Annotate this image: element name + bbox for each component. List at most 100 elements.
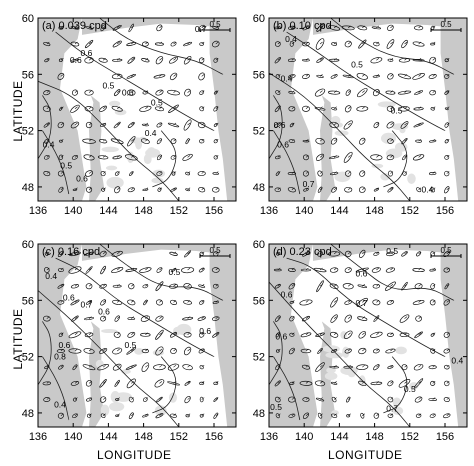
phase-tick [117, 283, 120, 287]
phase-tick [187, 364, 191, 368]
contour-line [383, 356, 408, 414]
phase-tick [291, 171, 295, 174]
tidal-ellipse [70, 380, 80, 386]
y-tick-label: 60 [253, 13, 265, 25]
tidal-ellipse [199, 42, 205, 46]
tidal-ellipse [167, 363, 180, 371]
phase-tick [305, 316, 309, 319]
phase-tick [305, 267, 309, 271]
phase-tick [102, 364, 106, 368]
phase-tick [446, 381, 450, 384]
phase-tick [390, 25, 394, 29]
tidal-ellipse [128, 23, 134, 33]
tidal-ellipse [100, 123, 107, 127]
phase-tick [277, 283, 281, 287]
phase-tick [319, 381, 323, 384]
tidal-ellipse [71, 315, 79, 322]
tidal-ellipse [274, 105, 281, 113]
tidal-ellipse [70, 104, 80, 113]
phase-tick [291, 25, 295, 29]
tidal-ellipse [128, 283, 135, 290]
phase-tick [88, 300, 92, 303]
tidal-ellipse [58, 186, 64, 193]
phase-tick [319, 155, 323, 158]
phase-tick [376, 267, 380, 271]
y-tick-label: 48 [22, 408, 34, 420]
tidal-ellipse [111, 250, 123, 257]
phase-tick [74, 57, 78, 61]
phase-tick [390, 381, 394, 384]
phase-tick [277, 251, 281, 255]
phase-tick [418, 57, 422, 61]
tidal-ellipse [331, 107, 338, 111]
phase-tick [74, 283, 78, 287]
contour-line [152, 130, 177, 188]
tidal-ellipse [156, 396, 163, 403]
phase-tick [432, 171, 436, 174]
phase-tick [446, 74, 450, 77]
phase-tick [201, 187, 205, 190]
phase-tick [305, 25, 309, 29]
tidal-ellipse [140, 332, 151, 337]
phase-tick [102, 381, 106, 384]
phase-tick [418, 332, 422, 336]
phase-tick [348, 155, 351, 158]
tidal-ellipse [317, 251, 323, 257]
phase-tick [187, 90, 191, 93]
tidal-ellipse [58, 26, 64, 30]
tidal-ellipse [43, 397, 51, 402]
contour-label: 0.4 [281, 73, 293, 83]
y-tick-label: 48 [253, 182, 265, 194]
phase-tick [333, 122, 337, 126]
phase-tick [74, 251, 78, 255]
tidal-ellipse [114, 186, 121, 194]
tidal-ellipse [112, 363, 122, 371]
tidal-ellipse [345, 89, 351, 96]
phase-tick [432, 106, 436, 110]
phase-tick [88, 155, 92, 158]
tidal-ellipse [212, 283, 219, 289]
phase-tick [291, 90, 295, 93]
contour-line [273, 356, 301, 421]
tidal-ellipse [356, 73, 368, 80]
tidal-ellipse [372, 75, 381, 78]
phase-tick [131, 332, 134, 336]
phase-tick [131, 316, 134, 319]
tidal-ellipse [315, 397, 325, 402]
contour-line [286, 31, 446, 132]
panel-title: (b) 0.10 cpd [273, 20, 332, 32]
tidal-ellipse [100, 299, 107, 306]
shade-patch [371, 163, 384, 169]
tidal-ellipse [331, 186, 338, 193]
tidal-ellipse [329, 283, 339, 289]
phase-tick [277, 171, 281, 174]
tidal-ellipse [401, 138, 408, 145]
tidal-ellipse [99, 283, 107, 289]
tidal-ellipse [370, 57, 383, 64]
phase-tick [291, 74, 295, 77]
phase-tick [215, 57, 219, 61]
tidal-ellipse [387, 138, 394, 144]
phase-tick [348, 106, 351, 110]
phase-tick [390, 41, 394, 45]
phase-tick [159, 171, 163, 174]
tidal-ellipse [328, 25, 341, 31]
tidal-ellipse [275, 90, 281, 95]
tidal-ellipse [360, 412, 365, 419]
phase-tick [404, 381, 408, 384]
tidal-ellipse [317, 347, 323, 354]
phase-tick [117, 316, 120, 319]
tidal-ellipse [301, 58, 310, 62]
tidal-ellipse [274, 284, 281, 289]
phase-tick [187, 300, 191, 303]
tidal-ellipse [155, 56, 164, 65]
contour-line [273, 130, 301, 195]
shade-patch [151, 177, 164, 184]
x-tick-label: 156 [205, 205, 223, 217]
tidal-ellipse [127, 135, 136, 147]
phase-tick [333, 397, 337, 400]
tidal-ellipse [198, 348, 205, 354]
tidal-ellipse [274, 41, 281, 47]
phase-tick [291, 187, 295, 190]
contour-line [38, 95, 52, 160]
